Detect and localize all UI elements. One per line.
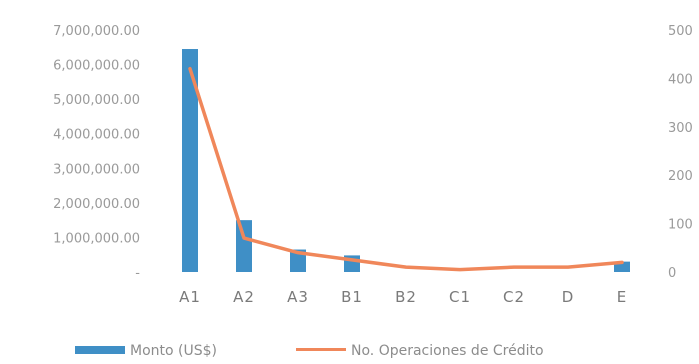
left-tick-label: -: [135, 266, 140, 281]
right-tick-label: 0: [668, 266, 676, 281]
right-tick-label: 500: [668, 24, 693, 39]
left-tick-label: 4,000,000.00: [53, 128, 140, 143]
bar-mark: [182, 49, 198, 273]
bar-mark: [614, 261, 630, 272]
legend-swatch-bar: [75, 346, 125, 354]
category-label: E: [617, 288, 627, 306]
category-label: C2: [503, 288, 525, 306]
series-line: [188, 66, 624, 272]
right-tick-label: 100: [668, 218, 693, 233]
category-label: C1: [449, 288, 471, 306]
bar-mark: [290, 249, 306, 272]
right-tick-label: 200: [668, 169, 693, 184]
x-axis: A1 A2 A3 B1 B2 C1 C2 D E: [179, 288, 627, 306]
left-axis: - 1,000,000.00 2,000,000.00 3,000,000.00 4,0…: [53, 24, 140, 281]
legend-label-line: No. Operaciones de Crédito: [351, 343, 544, 359]
category-label: B1: [341, 288, 363, 306]
category-label: A3: [287, 288, 309, 306]
right-axis: 0 100 200 300 400 500: [668, 24, 693, 281]
right-tick-label: 300: [668, 121, 693, 136]
category-label: A2: [233, 288, 255, 306]
category-label: D: [562, 288, 575, 306]
category-label: B2: [395, 288, 417, 306]
left-tick-label: 7,000,000.00: [53, 24, 140, 39]
legend-label-bar: Monto (US$): [130, 343, 217, 359]
left-tick-label: 2,000,000.00: [53, 197, 140, 212]
left-tick-label: 6,000,000.00: [53, 59, 140, 74]
category-label: A1: [179, 288, 201, 306]
left-tick-label: 1,000,000.00: [53, 231, 140, 246]
left-tick-label: 5,000,000.00: [53, 93, 140, 108]
line-layer: [188, 66, 624, 272]
right-tick-label: 400: [668, 72, 693, 87]
legend: Monto (US$) No. Operaciones de Crédito: [75, 343, 544, 359]
legend-swatch-line: [296, 348, 346, 351]
left-tick-label: 3,000,000.00: [53, 162, 140, 177]
bar-mark: [236, 220, 252, 272]
